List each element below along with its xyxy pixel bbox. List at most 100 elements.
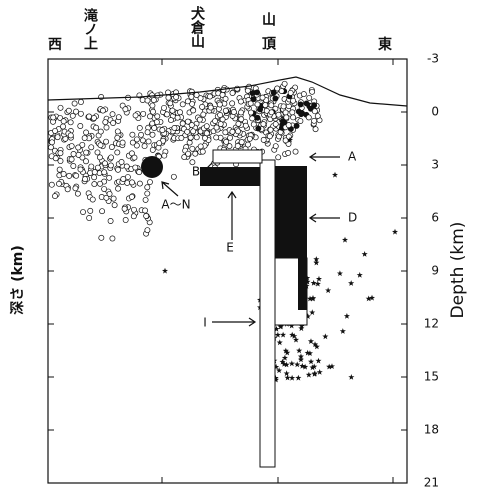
quake-star	[306, 350, 313, 356]
top-label: 西	[48, 37, 62, 53]
quake-star	[289, 331, 296, 338]
quake-circle	[81, 135, 88, 141]
y-tick-label: 0	[431, 105, 439, 119]
quake-star	[299, 362, 306, 369]
quake-circle	[229, 128, 236, 135]
y-axis-label: 深さ (km)	[9, 245, 26, 315]
quake-circle	[114, 149, 121, 156]
quake-circle	[67, 132, 74, 139]
quake-circle	[67, 119, 74, 126]
y-tick-label: 6	[431, 211, 439, 225]
quake-circle	[156, 140, 163, 147]
quake-circle	[94, 149, 101, 156]
earthquakes	[48, 80, 398, 383]
quake-circle	[268, 109, 275, 116]
quake-star	[309, 364, 316, 371]
quake-star	[280, 331, 287, 338]
quake-circle	[190, 128, 197, 135]
quake-star	[316, 369, 323, 375]
y-axis-label: Depth (km)	[448, 222, 468, 319]
quake-circle	[57, 150, 64, 157]
quake-star	[276, 339, 283, 346]
quake-circle	[89, 196, 96, 203]
block-d	[275, 166, 307, 258]
quake-circle	[274, 85, 281, 92]
quake-circle	[108, 154, 115, 161]
quake-star	[276, 367, 283, 374]
top-label: 山頂	[260, 12, 276, 60]
quake-circle	[101, 169, 108, 176]
quake-circle	[128, 193, 135, 200]
topography	[47, 76, 408, 107]
quake-circle	[136, 169, 143, 176]
quake-circle	[73, 172, 80, 179]
quake-star	[309, 309, 316, 316]
quake-star	[309, 295, 316, 302]
plot-frame	[47, 58, 408, 484]
quake-circle	[227, 134, 234, 141]
quake-circle	[268, 102, 275, 109]
quake-circle	[290, 114, 297, 121]
quake-circle	[275, 111, 282, 118]
quake-circle	[103, 138, 110, 145]
quake-circle	[147, 179, 153, 186]
quake-star	[287, 136, 293, 143]
quake-circle	[200, 111, 207, 118]
quake-star	[361, 251, 368, 257]
quake-circle	[311, 108, 318, 115]
y-tick-label: 9	[431, 264, 439, 278]
quake-circle	[248, 109, 254, 116]
quake-circle	[283, 114, 290, 121]
quake-star	[369, 294, 375, 301]
y-tick-label: 15	[424, 370, 439, 384]
quake-circle	[91, 174, 98, 181]
quake-circle	[110, 120, 117, 126]
quake-circle	[259, 94, 266, 101]
quake-circle	[77, 110, 84, 117]
quake-star	[311, 371, 318, 377]
quake-circle	[101, 186, 108, 192]
quake-circle	[246, 135, 253, 142]
quake-circle	[88, 163, 95, 170]
quake-circle	[188, 88, 195, 95]
quake-circle	[142, 207, 149, 214]
quake-circle	[298, 111, 305, 118]
quake-star	[326, 363, 333, 370]
quake-circle	[129, 179, 135, 186]
quake-circle	[300, 91, 307, 98]
quake-circle	[250, 96, 257, 103]
quake-circle	[161, 104, 167, 111]
quake-circle	[193, 134, 200, 141]
quake-circle	[217, 121, 224, 128]
quake-star	[343, 313, 350, 319]
quake-circle	[244, 87, 251, 94]
quake-circle	[247, 100, 254, 107]
quake-circle	[57, 158, 64, 164]
quake-star	[315, 357, 322, 364]
quake-circle	[102, 160, 108, 167]
quake-star	[162, 267, 168, 274]
quake-circle	[150, 97, 157, 104]
quake-circle	[168, 117, 174, 124]
quake-circle	[222, 107, 229, 114]
quake-circle	[170, 173, 177, 180]
quake-star	[282, 347, 289, 354]
quake-circle	[234, 143, 241, 149]
quake-star	[298, 322, 305, 329]
quake-circle	[68, 156, 75, 163]
quake-star	[297, 353, 304, 360]
quake-circle	[249, 115, 256, 122]
quake-star	[336, 270, 343, 277]
quake-circle	[306, 94, 313, 101]
quake-circle	[169, 107, 176, 114]
quake-circle	[77, 123, 84, 129]
quake-circle	[109, 235, 116, 242]
y-tick-label: 3	[431, 158, 439, 172]
pipe-i	[259, 159, 276, 468]
y-tick-label: -3	[427, 52, 439, 66]
quake-circle	[130, 213, 137, 220]
quake-star	[313, 343, 320, 350]
quake-circle	[132, 112, 139, 119]
top-label: 犬倉山	[189, 5, 206, 49]
quake-circle	[222, 129, 229, 136]
